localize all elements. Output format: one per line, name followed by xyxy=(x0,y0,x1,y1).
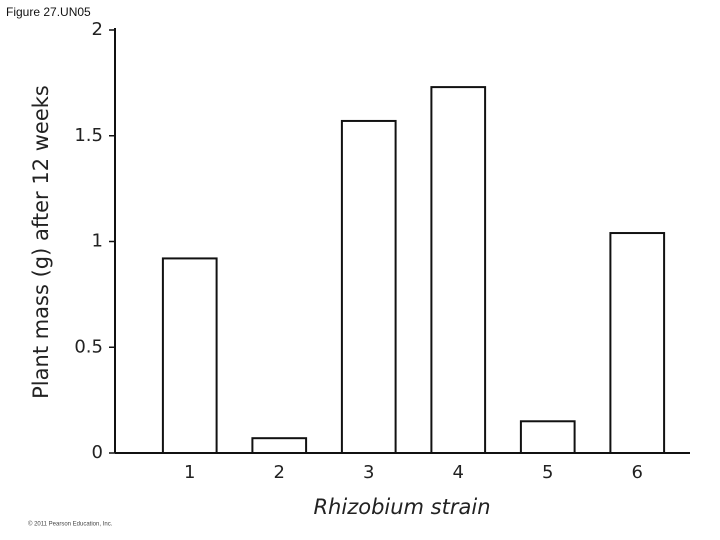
bar xyxy=(609,232,666,454)
x-tick-label: 3 xyxy=(363,462,374,483)
bar xyxy=(340,119,397,454)
y-tick-label: 0 xyxy=(92,442,103,463)
bar xyxy=(519,420,576,454)
x-tick-label: 6 xyxy=(632,462,643,483)
y-tick-label: 1.5 xyxy=(74,125,103,146)
x-tick-label: 4 xyxy=(453,462,464,483)
y-tick-label: 2 xyxy=(92,19,103,40)
x-tick-label: 2 xyxy=(274,462,285,483)
x-axis-title: Rhizobium strain xyxy=(313,495,490,519)
x-tick-label: 1 xyxy=(184,462,195,483)
y-tick-label: 0.5 xyxy=(74,336,103,357)
x-tick-label: 5 xyxy=(542,462,553,483)
bar xyxy=(251,437,308,455)
copyright: © 2011 Pearson Education, Inc. xyxy=(28,521,113,528)
y-axis-title: Plant mass (g) after 12 weeks xyxy=(29,85,53,399)
figure-label: Figure 27.UN05 xyxy=(6,5,91,19)
bar xyxy=(161,257,218,455)
bar xyxy=(430,86,487,454)
y-tick-label: 1 xyxy=(92,231,103,252)
